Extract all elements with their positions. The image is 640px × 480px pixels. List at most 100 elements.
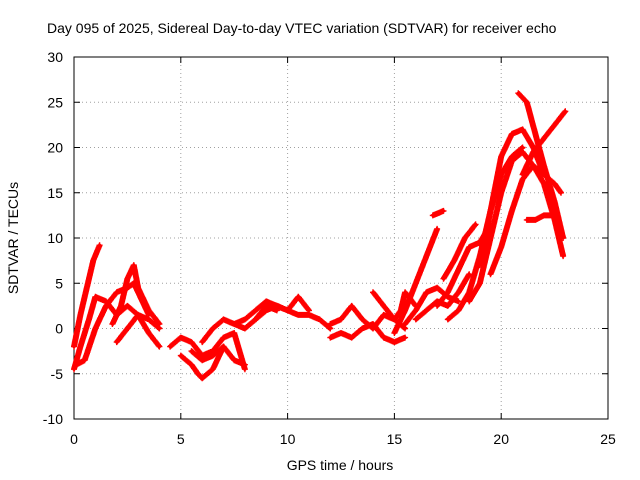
series-track-20 bbox=[440, 221, 479, 282]
y-tick-label: 30 bbox=[47, 49, 63, 65]
series-track-5 bbox=[113, 311, 163, 346]
data-point bbox=[115, 340, 119, 344]
data-point bbox=[561, 254, 565, 258]
chart-title: Day 095 of 2025, Sidereal Day-to-day VTE… bbox=[47, 20, 557, 36]
data-point bbox=[93, 295, 97, 299]
data-point bbox=[424, 290, 428, 294]
data-point bbox=[78, 313, 82, 317]
data-point bbox=[350, 304, 354, 308]
data-point bbox=[392, 317, 396, 321]
data-point bbox=[542, 164, 546, 168]
data-point bbox=[243, 326, 247, 331]
data-point bbox=[456, 268, 461, 272]
data-point bbox=[553, 123, 557, 127]
data-point bbox=[553, 200, 557, 204]
data-point bbox=[446, 290, 450, 294]
data-point bbox=[125, 326, 129, 331]
data-point bbox=[525, 218, 529, 222]
data-point bbox=[147, 308, 151, 312]
data-point bbox=[371, 290, 375, 294]
series-track-1 bbox=[71, 242, 103, 350]
series-track-19 bbox=[429, 207, 447, 219]
data-point bbox=[328, 326, 332, 331]
data-point bbox=[563, 109, 567, 113]
data-point bbox=[435, 227, 439, 231]
data-point bbox=[446, 304, 450, 308]
data-point bbox=[286, 308, 290, 312]
data-point bbox=[403, 326, 407, 331]
series-track-11 bbox=[252, 293, 312, 323]
x-tick-label: 0 bbox=[70, 431, 78, 447]
data-point bbox=[399, 308, 403, 312]
data-point bbox=[424, 308, 428, 312]
data-point bbox=[510, 209, 514, 213]
data-point bbox=[85, 286, 89, 290]
y-tick-label: 20 bbox=[47, 140, 63, 156]
data-point bbox=[521, 173, 525, 177]
data-point bbox=[147, 317, 151, 321]
data-point bbox=[318, 317, 322, 321]
data-point bbox=[553, 182, 557, 186]
data-point bbox=[221, 345, 226, 349]
data-point bbox=[542, 136, 546, 140]
x-tick-label: 15 bbox=[387, 431, 403, 447]
data-point bbox=[136, 313, 140, 317]
data-point bbox=[467, 272, 471, 276]
data-point bbox=[125, 304, 129, 308]
data-point bbox=[392, 340, 396, 344]
data-point bbox=[510, 132, 514, 136]
data-point bbox=[254, 317, 258, 321]
data-point bbox=[499, 245, 503, 249]
data-point bbox=[561, 236, 565, 240]
data-point bbox=[431, 213, 435, 217]
data-point bbox=[200, 376, 204, 380]
data-point bbox=[232, 331, 236, 335]
y-axis-label: SDTVAR / TECUs bbox=[5, 182, 21, 294]
data-point bbox=[474, 222, 478, 226]
data-point bbox=[110, 322, 114, 326]
x-tick-label: 5 bbox=[177, 431, 185, 447]
data-point bbox=[456, 290, 461, 294]
data-point bbox=[456, 299, 461, 303]
data-point bbox=[542, 182, 546, 186]
data-point bbox=[93, 326, 97, 331]
data-points bbox=[71, 90, 569, 382]
data-point bbox=[296, 313, 300, 317]
y-tick-label: -10 bbox=[43, 411, 63, 427]
data-point bbox=[72, 345, 76, 349]
data-point bbox=[435, 286, 439, 290]
data-point bbox=[189, 340, 194, 344]
data-point bbox=[488, 236, 493, 240]
data-point bbox=[104, 304, 108, 308]
data-point bbox=[392, 331, 396, 335]
series-track-23 bbox=[476, 126, 564, 269]
data-point bbox=[78, 345, 82, 349]
data-point bbox=[179, 336, 183, 340]
data-point bbox=[382, 336, 386, 340]
data-point bbox=[488, 272, 493, 276]
data-point bbox=[243, 317, 247, 321]
data-point bbox=[232, 322, 236, 326]
data-point bbox=[533, 132, 538, 136]
y-tick-label: 25 bbox=[47, 94, 63, 110]
data-point bbox=[264, 299, 268, 303]
series-track-27 bbox=[523, 212, 562, 228]
data-point bbox=[441, 277, 446, 281]
data-point bbox=[521, 127, 525, 131]
data-point bbox=[403, 290, 407, 294]
data-point bbox=[414, 317, 418, 321]
data-point bbox=[221, 336, 226, 340]
data-point bbox=[98, 243, 102, 247]
data-point bbox=[168, 345, 172, 349]
data-point bbox=[510, 159, 514, 163]
data-point bbox=[72, 367, 76, 371]
series-track-6 bbox=[167, 330, 248, 373]
series-track-13 bbox=[327, 321, 409, 346]
data-point bbox=[467, 245, 471, 249]
data-point bbox=[189, 349, 194, 353]
data-point bbox=[243, 363, 247, 367]
data-point bbox=[467, 290, 471, 294]
data-point bbox=[275, 304, 279, 308]
data-point bbox=[360, 317, 364, 321]
